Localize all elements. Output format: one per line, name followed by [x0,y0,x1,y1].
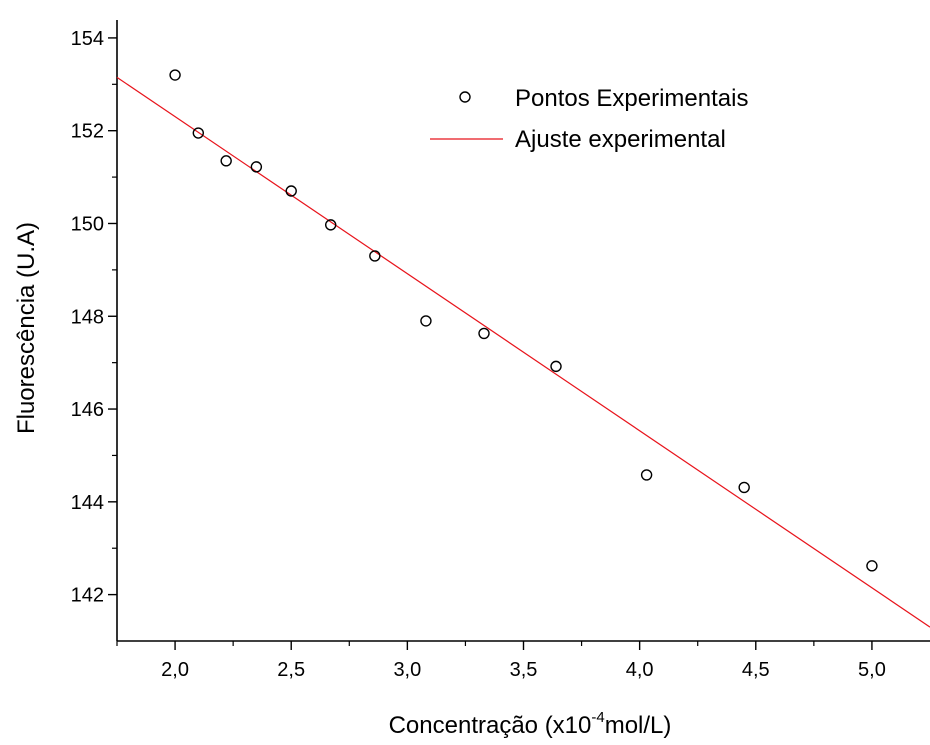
data-point [550,360,562,373]
y-tick-label: 152 [71,121,104,143]
data-point [250,161,263,173]
legend-marker-points [459,91,471,103]
x-axis-title: Concentração (x10-4mol/L) [389,709,672,739]
data-point [192,127,205,139]
x-axis-title-superscript: -4 [591,709,604,726]
data-point [369,250,381,262]
x-axis-title-tail: mol/L) [605,712,672,739]
data-points-layer [169,69,878,572]
x-tick-label: 4,5 [742,659,770,681]
x-axis-title-main: Concentração (x10 [389,712,592,739]
legend-label-fit: Ajuste experimental [515,126,726,153]
data-point [420,315,432,327]
legend-label-points: Pontos Experimentais [515,85,748,112]
y-tick-label: 154 [71,28,104,50]
y-tick-label: 146 [71,399,104,421]
x-tick-label: 2,5 [277,659,305,681]
y-tick-label: 142 [71,585,104,607]
data-point [169,69,181,81]
data-point [220,155,232,167]
y-tick-label: 150 [71,213,104,235]
plot-axes: 2,0 2,5 3,0 3,5 4,0 4,5 5,0 142 144 146 148 150 152 1… [71,20,930,681]
x-tick-label: 4,0 [626,659,654,681]
data-point [866,560,878,572]
legend: Pontos Experimentais Ajuste experimental [430,85,748,153]
y-tick-label: 144 [71,492,104,514]
data-point [285,185,297,197]
data-point [640,469,653,481]
fit-line [116,76,930,628]
data-point [325,219,337,231]
data-point [738,481,750,494]
x-tick-label: 3,5 [510,659,538,681]
data-point [478,327,490,340]
x-tick-label: 5,0 [858,659,886,681]
fit-line-layer [116,76,930,628]
x-tick-label: 2,0 [161,659,189,681]
x-tick-label: 3,0 [393,659,421,681]
y-axis-title: Fluorescência (U.A) [13,222,40,434]
y-tick-label: 148 [71,306,104,328]
